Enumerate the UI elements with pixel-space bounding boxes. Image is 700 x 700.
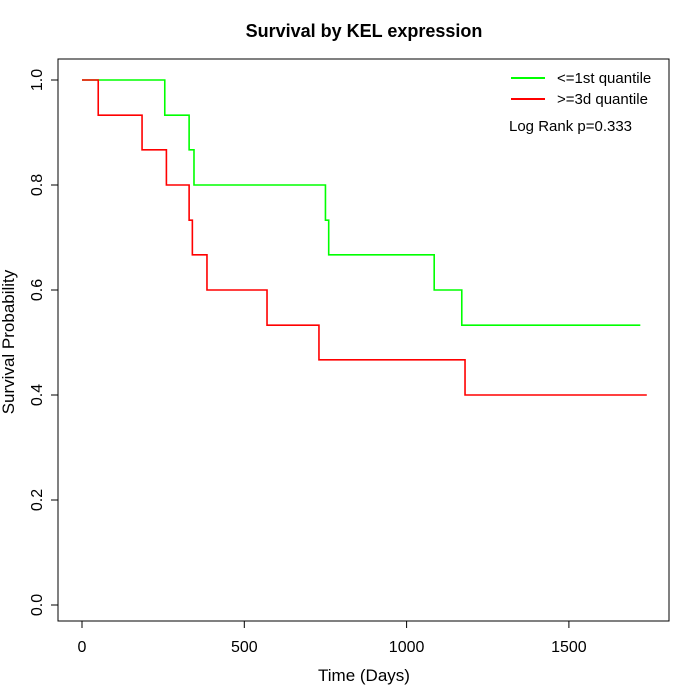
legend-label-high: >=3d quantile xyxy=(557,91,648,108)
y-tick-label: 0.4 xyxy=(29,384,46,406)
legend-label-low: <=1st quantile xyxy=(557,70,651,87)
x-tick-label: 1500 xyxy=(551,639,587,656)
x-tick-label: 0 xyxy=(78,639,87,656)
plot-frame xyxy=(57,58,670,622)
x-axis-label: Time (Days) xyxy=(318,666,410,685)
y-tick-label: 0.0 xyxy=(29,594,46,616)
series-line-low xyxy=(82,79,641,326)
y-tick-label: 0.2 xyxy=(29,489,46,511)
series-line-high xyxy=(82,79,647,396)
y-tick-label: 0.8 xyxy=(29,174,46,196)
chart-title: Survival by KEL expression xyxy=(246,21,483,41)
y-axis-label: Survival Probability xyxy=(0,269,18,414)
x-tick-label: 1000 xyxy=(389,639,425,656)
y-tick-label: 1.0 xyxy=(29,69,46,91)
y-axis: 0.0 0.2 0.4 0.6 0.8 1.0 xyxy=(29,69,59,616)
series-layer xyxy=(82,79,647,396)
x-tick-label: 500 xyxy=(231,639,258,656)
y-tick-label: 0.6 xyxy=(29,279,46,301)
x-axis: 0 500 1000 1500 xyxy=(78,620,587,656)
log-rank-annotation: Log Rank p=0.333 xyxy=(509,118,632,135)
legend: <=1st quantile >=3d quantile xyxy=(511,70,651,108)
